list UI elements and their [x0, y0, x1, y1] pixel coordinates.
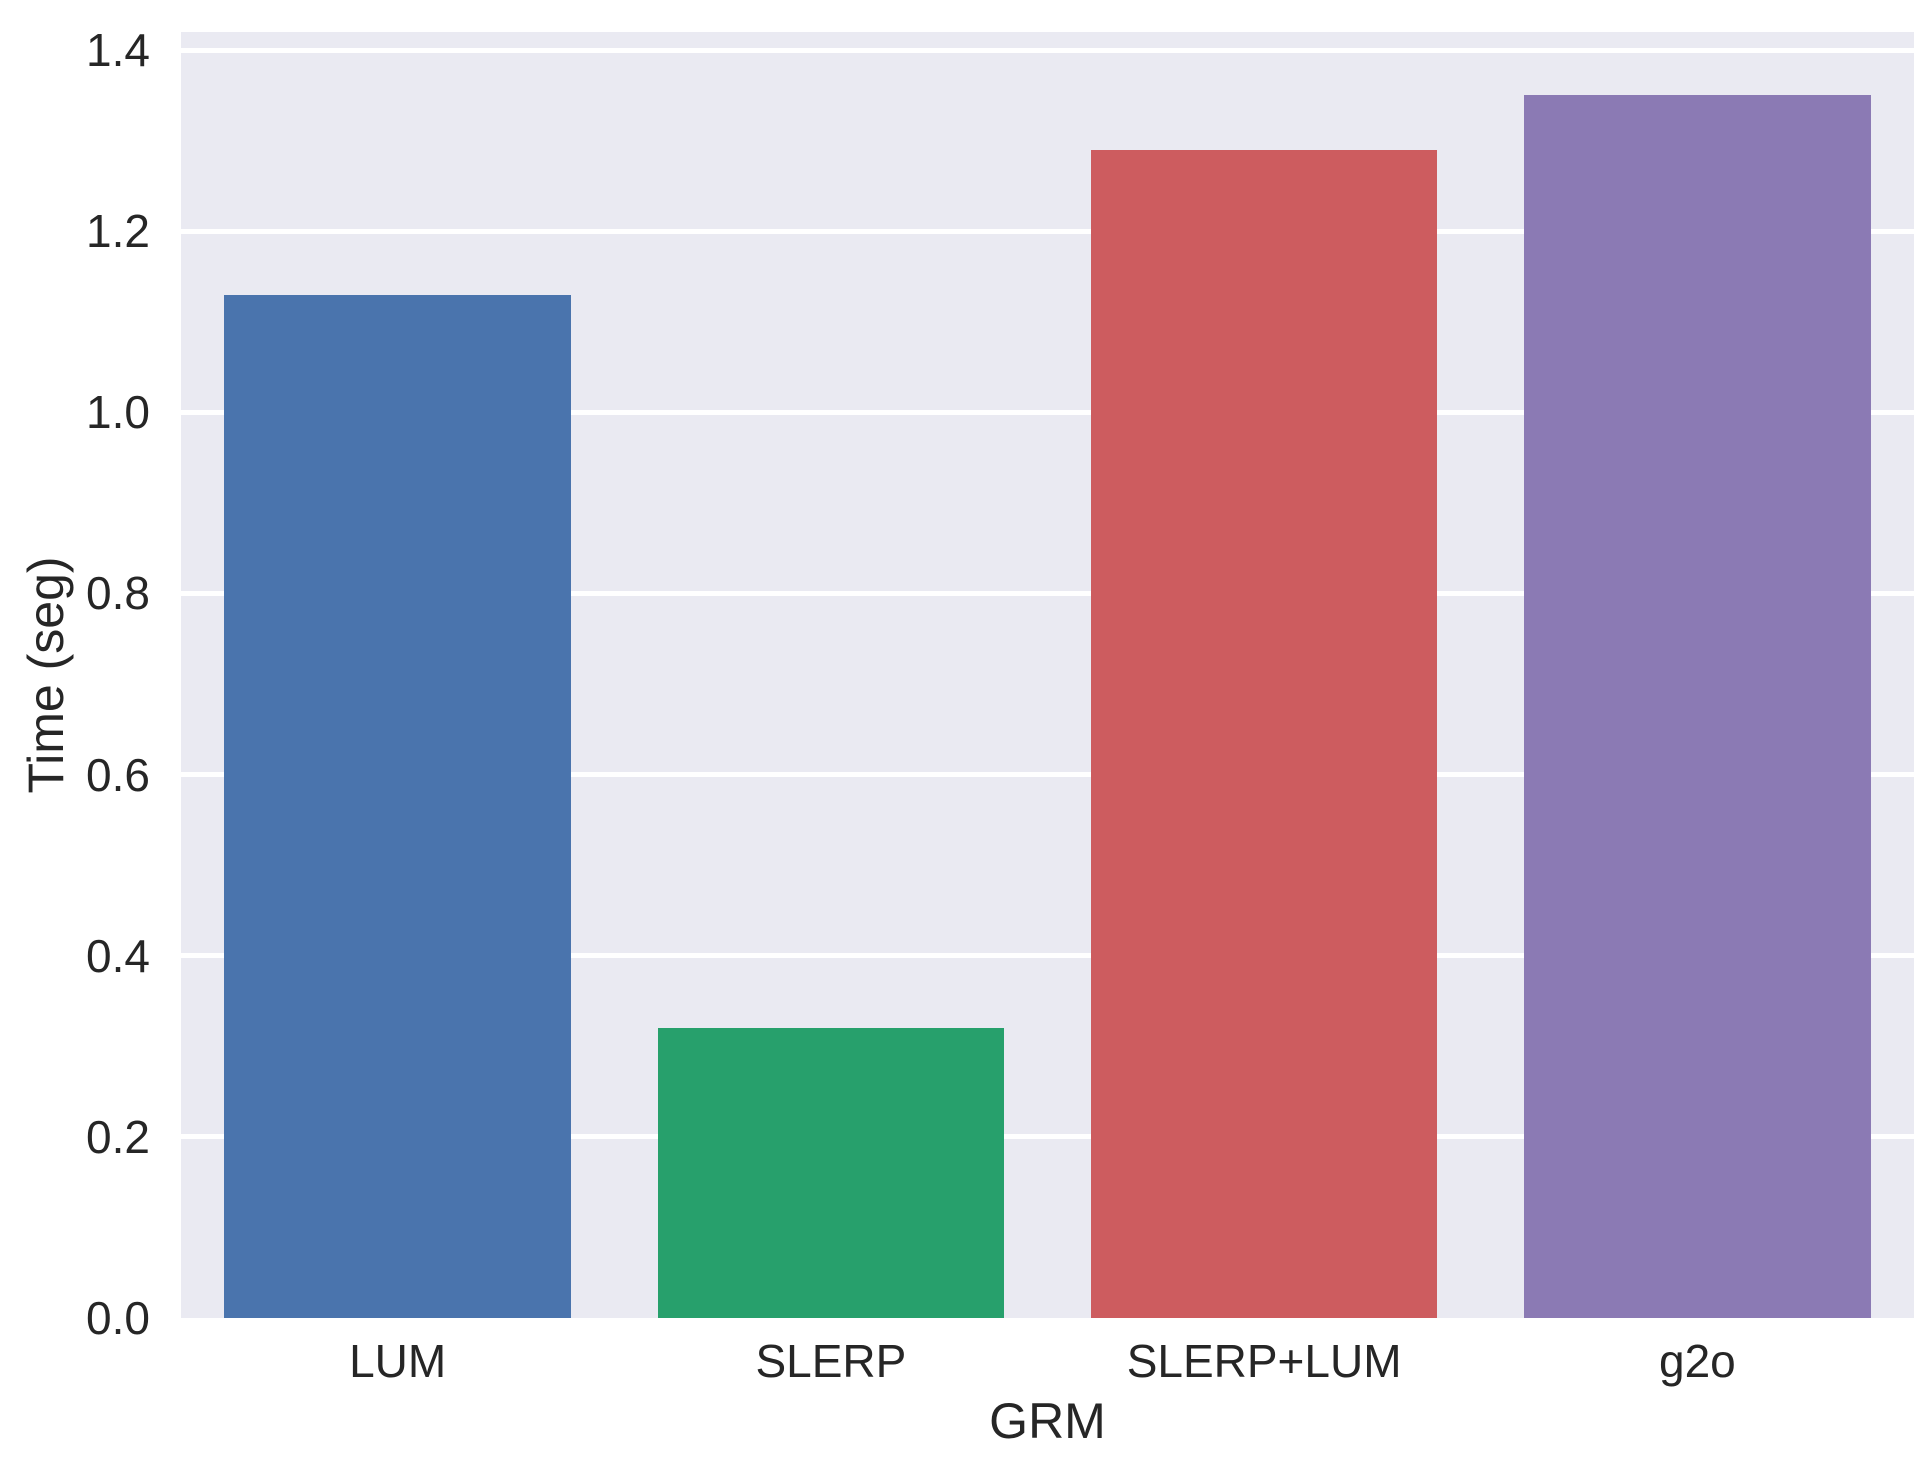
bar-lum — [224, 294, 571, 1318]
gridline-0.2 — [181, 1134, 1914, 1140]
plot-area — [181, 32, 1914, 1318]
x-tick-label-slerp: SLERP — [755, 1335, 907, 1387]
y-tick-label-1.0: 1.0 — [86, 386, 150, 439]
gridline-0.8 — [181, 590, 1914, 596]
y-tick-label-0.0: 0.0 — [86, 1292, 150, 1344]
gridline-0.4 — [181, 953, 1914, 959]
y-tick-label-0.2: 0.2 — [86, 1110, 150, 1163]
x-axis-label: GRM — [989, 1393, 1106, 1449]
y-tick-label-0.6: 0.6 — [86, 748, 150, 801]
y-tick-label-1.2: 1.2 — [86, 205, 150, 258]
x-tick-label-lum: LUM — [349, 1335, 447, 1387]
bar-slerp — [657, 1028, 1005, 1318]
y-tick-label-1.4: 1.4 — [86, 24, 150, 77]
gridline-1.4 — [181, 47, 1914, 53]
x-tick-label-slerp-lum: SLERP+LUM — [1126, 1335, 1402, 1387]
bar-slerp-lum — [1090, 149, 1438, 1318]
x-tick-label-g2o: g2o — [1659, 1335, 1736, 1387]
y-tick-label-0.8: 0.8 — [86, 567, 150, 620]
gridline-0.6 — [181, 772, 1914, 778]
y-tick-label-0.4: 0.4 — [86, 929, 150, 982]
gridline-1.0 — [181, 409, 1914, 415]
gridline-1.2 — [181, 228, 1914, 234]
bar-g2o — [1524, 95, 1871, 1318]
